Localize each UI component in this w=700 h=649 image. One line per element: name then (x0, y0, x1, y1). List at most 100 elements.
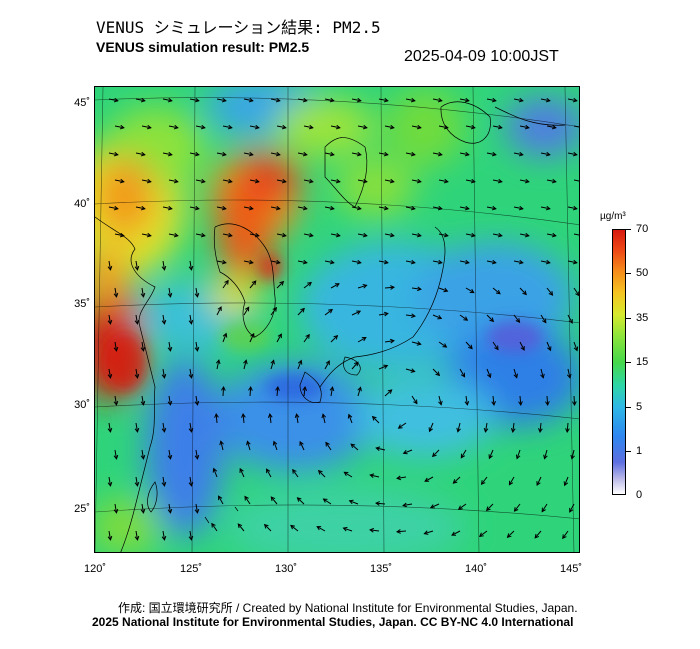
wind-arrow-head (470, 124, 476, 130)
wind-arrow-head (389, 178, 395, 184)
wind-arrow-head (267, 413, 273, 418)
wind-arrow (189, 98, 199, 102)
wind-arrow (330, 387, 334, 397)
wind-arrow-head (254, 178, 260, 184)
wind-arrow (141, 341, 144, 351)
wind-arrow (322, 414, 326, 424)
wind-arrow (270, 206, 280, 210)
wind-arrow (297, 308, 305, 316)
wind-arrow (135, 368, 138, 378)
wind-arrow (297, 497, 305, 505)
wind-arrow (269, 414, 272, 424)
wind-arrow-head (215, 359, 221, 365)
wind-arrow (376, 447, 386, 451)
concentration-detail (103, 253, 543, 401)
wind-arrow-head (402, 449, 408, 455)
wind-arrow-head (396, 475, 402, 481)
wind-arrow (220, 441, 224, 451)
wind-arrow (324, 360, 330, 370)
wind-arrow-head (491, 151, 497, 157)
wind-arrow-head (383, 311, 389, 317)
wind-arrow (189, 260, 192, 270)
wind-arrow (567, 368, 571, 378)
wind-arrow (108, 476, 111, 486)
wind-arrow-head (513, 373, 518, 379)
wind-arrow-head (488, 454, 493, 460)
wind-arrow-head (463, 316, 469, 321)
wind-arrow (168, 503, 171, 513)
wind-arrow (432, 98, 442, 102)
wind-arrow-head (416, 286, 422, 292)
wind-arrow-head (469, 288, 475, 294)
wind-arrow-head (335, 232, 341, 238)
wind-arrow-head (140, 97, 146, 103)
wind-arrow-head (357, 386, 362, 392)
wind-arrow-head (423, 530, 429, 535)
wind-arrow (243, 206, 253, 210)
wind-arrow-head (140, 508, 146, 514)
wind-arrow (135, 314, 138, 324)
wind-arrow (114, 341, 117, 351)
wind-arrow-head (518, 259, 524, 265)
wind-arrow (519, 233, 529, 237)
wind-arrow-head (161, 535, 167, 541)
wind-arrow-head (362, 178, 368, 184)
wind-arrow (567, 314, 573, 324)
wind-arrow (370, 474, 380, 478)
wind-arrow (135, 476, 138, 486)
wind-arrow (513, 206, 523, 210)
wind-arrow-head (464, 151, 470, 157)
wind-arrow-head (485, 506, 491, 512)
wind-arrow-head (343, 471, 349, 477)
wind-arrow-head (397, 424, 403, 429)
wind-arrow-head (410, 259, 416, 265)
lat-label-45: 45˚ (74, 97, 90, 109)
wind-arrow (567, 152, 577, 156)
wind-arrow-head (487, 373, 492, 379)
wind-arrow-head (545, 151, 551, 157)
wind-arrow-head (375, 501, 380, 506)
wind-arrow (540, 260, 550, 264)
lon-label-125: 125˚ (179, 563, 203, 575)
wind-arrow (564, 476, 569, 486)
wind-arrow (432, 314, 442, 319)
wind-arrow (141, 503, 144, 513)
wind-arrow-head (491, 259, 497, 265)
wind-arrow-head (494, 345, 499, 351)
wind-arrow (108, 422, 111, 432)
wind-arrow (168, 179, 178, 183)
wind-arrow (114, 395, 117, 405)
wind-arrow-head (321, 413, 327, 419)
wind-arrow (492, 233, 502, 237)
wind-arrow-head (119, 178, 125, 184)
wind-arrow-head (107, 373, 113, 379)
wind-arrow (141, 125, 151, 129)
wind-arrow (249, 280, 257, 289)
wind-arrow-head (383, 205, 389, 211)
wind-arrow (573, 179, 579, 182)
wind-arrow-head (329, 97, 335, 103)
wind-arrow-head (302, 151, 308, 157)
wind-arrow-head (443, 124, 449, 130)
wind-arrow-head (416, 124, 422, 130)
wind-arrow-head (571, 401, 577, 407)
wind-arrow-head (431, 452, 437, 458)
wind-arrow-head (119, 232, 125, 238)
wind-arrow-head (356, 310, 362, 315)
wind-arrow (492, 179, 502, 183)
wind-arrow-head (243, 359, 248, 365)
wind-arrow (297, 152, 307, 156)
wind-arrow-head (224, 279, 229, 285)
wind-arrow-head (497, 232, 503, 238)
wind-arrow (430, 503, 440, 509)
wind-arrow (270, 360, 275, 370)
wind-arrow (459, 206, 469, 210)
wind-arrow (303, 334, 310, 343)
wind-arrow-head (188, 319, 194, 325)
forecast-timestamp: 2025-04-09 10:00JST (404, 48, 559, 65)
wind-arrow (438, 341, 447, 348)
wind-arrow (372, 416, 380, 424)
wind-arrow (218, 495, 224, 505)
wind-arrow (540, 206, 550, 210)
wind-arrow (168, 395, 171, 405)
